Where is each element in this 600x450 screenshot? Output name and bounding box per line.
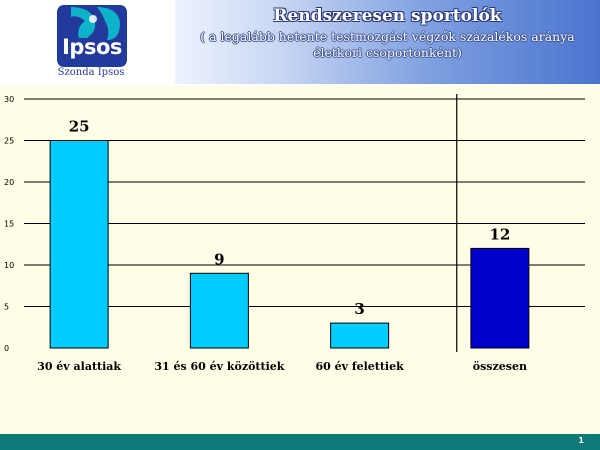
category-label: 30 év alattiak (37, 360, 121, 373)
subtitle-line-1: ( a legalább hetente testmozgást végzők … (200, 29, 575, 44)
y-tick-label: 15 (4, 220, 14, 229)
category-label: összesen (473, 360, 527, 373)
bar (330, 322, 390, 349)
y-tick-label: 5 (4, 303, 9, 312)
data-label: 12 (489, 225, 510, 243)
y-tick-label: 10 (4, 261, 14, 270)
data-label: 9 (214, 250, 224, 268)
slide-subtitle: ( a legalább hetente testmozgást végzők … (175, 29, 600, 61)
bar (49, 140, 109, 349)
logo-caption: Szonda Ipsos (57, 67, 125, 78)
data-label: 25 (69, 118, 90, 136)
slide-title: Rendszeresen sportolók (273, 6, 502, 26)
y-tick-label: 20 (4, 178, 14, 187)
slide-header: Ipsos Szonda Ipsos Rendszeresen sportoló… (0, 0, 600, 86)
logo-text: Ipsos (62, 35, 122, 59)
subtitle-line-2: életkori csoportonként) (313, 45, 462, 60)
bar-chart: 0 5 10 15 20 25 30 25 30 év alattiak 9 31 és 60 év… (4, 94, 585, 373)
bar (189, 272, 249, 349)
category-label: 60 év felettiek (316, 360, 405, 373)
footer-bar: 1 (0, 434, 600, 450)
y-tick-label: 30 (4, 95, 14, 104)
y-tick-label: 0 (4, 344, 9, 353)
logo-area: Ipsos Szonda Ipsos (6, 0, 170, 84)
ipsos-logo: Ipsos (57, 5, 127, 67)
bar (470, 247, 530, 349)
data-label: 3 (354, 300, 364, 318)
title-band: Rendszeresen sportolók ( a legalább hete… (175, 0, 600, 84)
category-label: 31 és 60 év közöttiek (154, 360, 284, 373)
logo-face-icon (71, 7, 121, 40)
y-tick-label: 25 (4, 137, 14, 146)
page-number: 1 (578, 436, 584, 445)
